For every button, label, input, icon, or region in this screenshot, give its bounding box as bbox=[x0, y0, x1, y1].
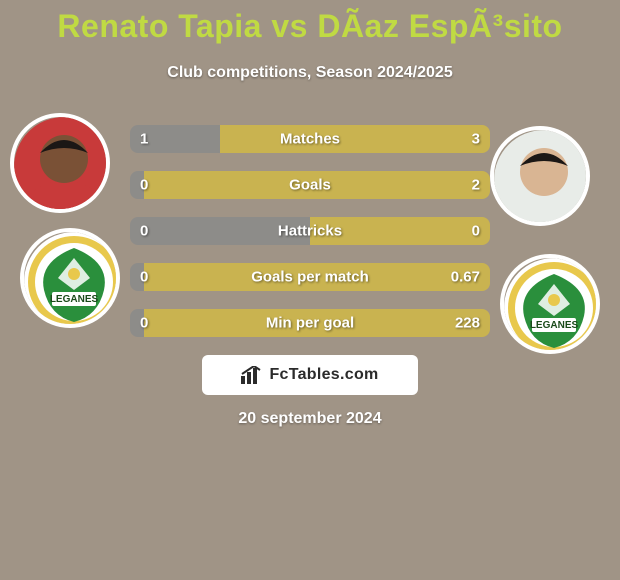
stat-row: 00.67Goals per match bbox=[130, 263, 490, 291]
player-right-avatar bbox=[490, 126, 590, 226]
player-left-club-logo: LEGANES bbox=[20, 228, 120, 328]
stats-comparison: 13Matches 02Goals 00Hattricks 00.67Goals pe… bbox=[130, 125, 490, 355]
branding-text: FcTables.com bbox=[269, 366, 378, 384]
player-left-avatar bbox=[10, 113, 110, 213]
page-title: Renato Tapia vs DÃ­az EspÃ³sito bbox=[0, 8, 620, 45]
stat-name: Goals per match bbox=[130, 269, 490, 286]
stat-name: Goals bbox=[130, 177, 490, 194]
player-right-club-logo: LEGANES bbox=[500, 254, 600, 354]
svg-text:LEGANES: LEGANES bbox=[530, 320, 579, 331]
subtitle: Club competitions, Season 2024/2025 bbox=[0, 64, 620, 82]
stat-row: 00Hattricks bbox=[130, 217, 490, 245]
stat-row: 0228Min per goal bbox=[130, 309, 490, 337]
svg-text:LEGANES: LEGANES bbox=[50, 294, 99, 305]
stat-row: 02Goals bbox=[130, 171, 490, 199]
stat-row: 13Matches bbox=[130, 125, 490, 153]
chart-icon bbox=[241, 366, 263, 384]
branding-badge: FcTables.com bbox=[202, 355, 418, 395]
stat-name: Matches bbox=[130, 131, 490, 148]
stat-name: Min per goal bbox=[130, 315, 490, 332]
date-text: 20 september 2024 bbox=[0, 410, 620, 428]
stat-name: Hattricks bbox=[130, 223, 490, 240]
